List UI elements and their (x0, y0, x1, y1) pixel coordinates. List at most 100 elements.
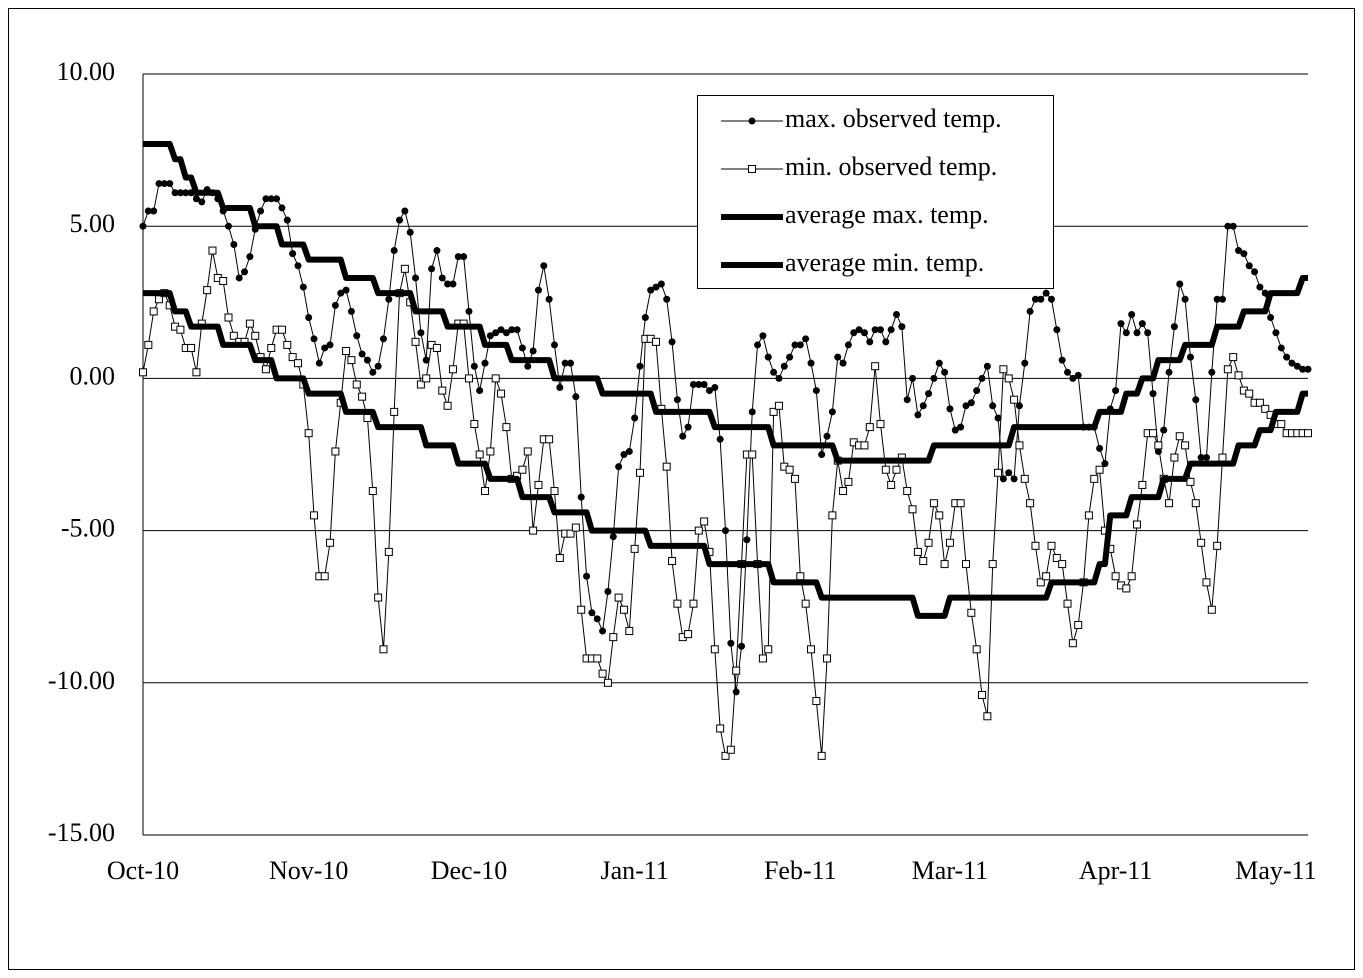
point (304, 429, 313, 438)
point (673, 396, 681, 404)
point (1047, 541, 1056, 550)
point (433, 247, 441, 255)
point (518, 465, 527, 474)
point (497, 389, 506, 398)
point (909, 374, 917, 382)
point (491, 374, 500, 383)
point (182, 189, 190, 197)
point (550, 341, 558, 349)
point (245, 319, 254, 328)
x-tick-label: Oct-10 (107, 856, 179, 885)
point (326, 341, 334, 349)
point (1111, 572, 1120, 581)
point (903, 396, 911, 404)
point (470, 362, 478, 370)
point (347, 307, 355, 315)
y-tick-label: -5.00 (61, 514, 115, 543)
point (775, 374, 783, 382)
point (149, 307, 158, 316)
point (673, 599, 682, 608)
point (550, 487, 559, 496)
x-tick-label: Mar-11 (912, 856, 989, 885)
point (951, 426, 959, 434)
point (299, 283, 307, 291)
point (1138, 480, 1147, 489)
point (774, 401, 783, 410)
point (293, 359, 302, 368)
point (855, 326, 863, 334)
point (144, 207, 152, 215)
point (662, 462, 671, 471)
point (1144, 329, 1152, 337)
point (807, 645, 816, 654)
point (850, 329, 858, 337)
point (171, 189, 179, 197)
point (583, 572, 591, 580)
point (406, 228, 414, 236)
point (705, 387, 713, 395)
point (663, 295, 671, 303)
x-tick-label: May-11 (1235, 856, 1316, 885)
point (566, 529, 575, 538)
point (913, 547, 922, 556)
point (919, 402, 927, 410)
point (625, 627, 634, 636)
point (176, 325, 185, 334)
point (754, 341, 762, 349)
point (192, 368, 201, 377)
point (577, 605, 586, 614)
point (828, 408, 836, 416)
point (1122, 329, 1130, 337)
point (411, 337, 420, 346)
point (892, 465, 901, 474)
point (930, 374, 938, 382)
point (716, 724, 725, 733)
point (924, 538, 933, 547)
point (929, 499, 938, 508)
point (711, 384, 719, 392)
point (887, 480, 896, 489)
point (1202, 578, 1211, 587)
point (834, 353, 842, 361)
point (567, 359, 575, 367)
point (139, 222, 147, 230)
point (695, 380, 703, 388)
point (790, 474, 799, 483)
point (1084, 511, 1093, 520)
legend-label: min. observed temp. (785, 152, 997, 181)
point (721, 751, 730, 760)
point (449, 280, 457, 288)
y-tick-label: 10.00 (57, 57, 116, 86)
point (555, 553, 564, 562)
point (464, 374, 473, 383)
chart-border (8, 8, 1355, 970)
point (881, 465, 890, 474)
point (155, 180, 163, 188)
point (224, 313, 233, 322)
point (401, 207, 409, 215)
point (631, 414, 639, 422)
point (619, 605, 628, 614)
point (1224, 222, 1232, 230)
point (1064, 368, 1072, 376)
point (1074, 620, 1083, 629)
point (764, 645, 773, 654)
point (1245, 389, 1254, 398)
point (571, 523, 580, 532)
point (956, 499, 965, 508)
point (844, 341, 852, 349)
point (978, 374, 986, 382)
point (1218, 453, 1227, 462)
point (448, 365, 457, 374)
point (961, 560, 970, 569)
point (940, 560, 949, 569)
point (1149, 429, 1158, 438)
point (1096, 444, 1104, 452)
point (785, 465, 794, 474)
point (1240, 250, 1248, 258)
point (331, 447, 340, 456)
point (438, 274, 446, 282)
point (817, 751, 826, 760)
point (1245, 262, 1253, 270)
